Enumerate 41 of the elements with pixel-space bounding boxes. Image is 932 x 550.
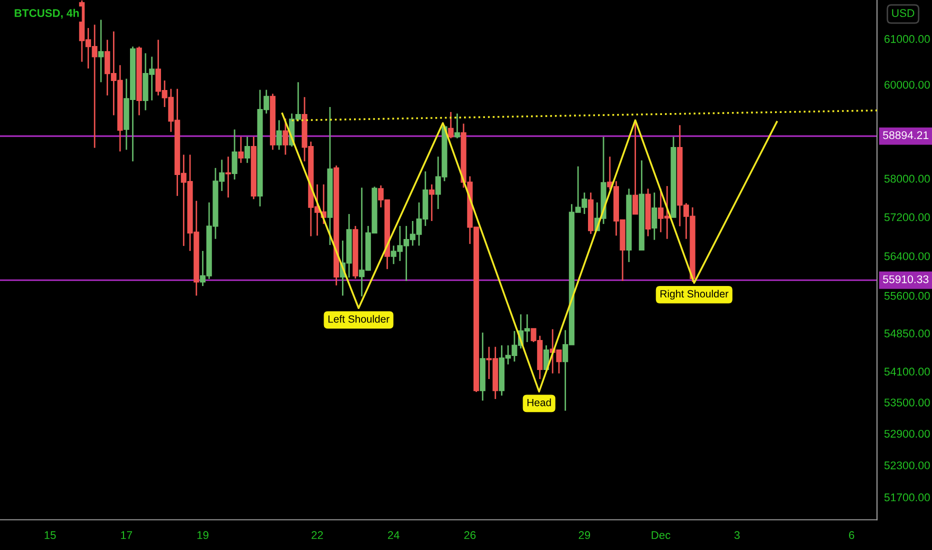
- x-tick-label: 26: [464, 531, 476, 540]
- x-tick-label: Dec: [652, 531, 670, 540]
- x-tick-label: 17: [121, 531, 132, 539]
- annotation: Head: [527, 398, 551, 406]
- y-tick-label: 52900.00: [884, 430, 930, 438]
- y-tick-label: 61000.00: [884, 35, 930, 43]
- candlestick: [232, 128, 238, 180]
- candlestick: [276, 120, 282, 150]
- x-tick-label: 22: [312, 531, 323, 539]
- x-tick-label: 15: [44, 531, 56, 540]
- y-tick-label: 51700.00: [884, 493, 930, 502]
- y-tick-label: 52300.00: [884, 461, 930, 470]
- y-tick-label: 60000.00: [884, 80, 930, 89]
- candlestick: [448, 111, 454, 140]
- ref-line-label: 55910.33: [883, 275, 928, 284]
- y-axis-title: USD: [892, 9, 914, 18]
- x-tick-label: 3: [734, 531, 740, 540]
- y-tick-label: 56400.00: [884, 252, 930, 260]
- ref-line-label: 58894.21: [883, 131, 928, 140]
- y-tick-label: 58000.00: [884, 174, 930, 183]
- y-tick-label: 55600.00: [884, 292, 930, 300]
- candlestick: [244, 136, 250, 164]
- candlestick: [282, 118, 288, 156]
- y-tick-label: 54850.00: [884, 330, 930, 338]
- candlestick: [225, 156, 231, 198]
- candlestick: [454, 112, 460, 140]
- y-tick-label: 57200.00: [884, 213, 930, 222]
- annotation: Right Shoulder: [660, 290, 728, 300]
- x-tick-label: 24: [388, 531, 400, 539]
- x-tick-label: 29: [578, 531, 590, 540]
- text: BTCUSD, 4h: [14, 8, 79, 19]
- annotation: Left Shoulder: [328, 315, 390, 323]
- candlestick: [652, 192, 658, 241]
- y-tick-label: 54100.00: [884, 368, 930, 376]
- candlestick: [428, 184, 435, 222]
- x-tick-label: 6: [849, 531, 854, 540]
- y-tick-label: 53500.00: [884, 398, 930, 406]
- candlestick: [632, 121, 638, 215]
- x-tick-label: 19: [197, 531, 208, 540]
- candlestick: [238, 136, 244, 164]
- candlestick: [98, 19, 104, 83]
